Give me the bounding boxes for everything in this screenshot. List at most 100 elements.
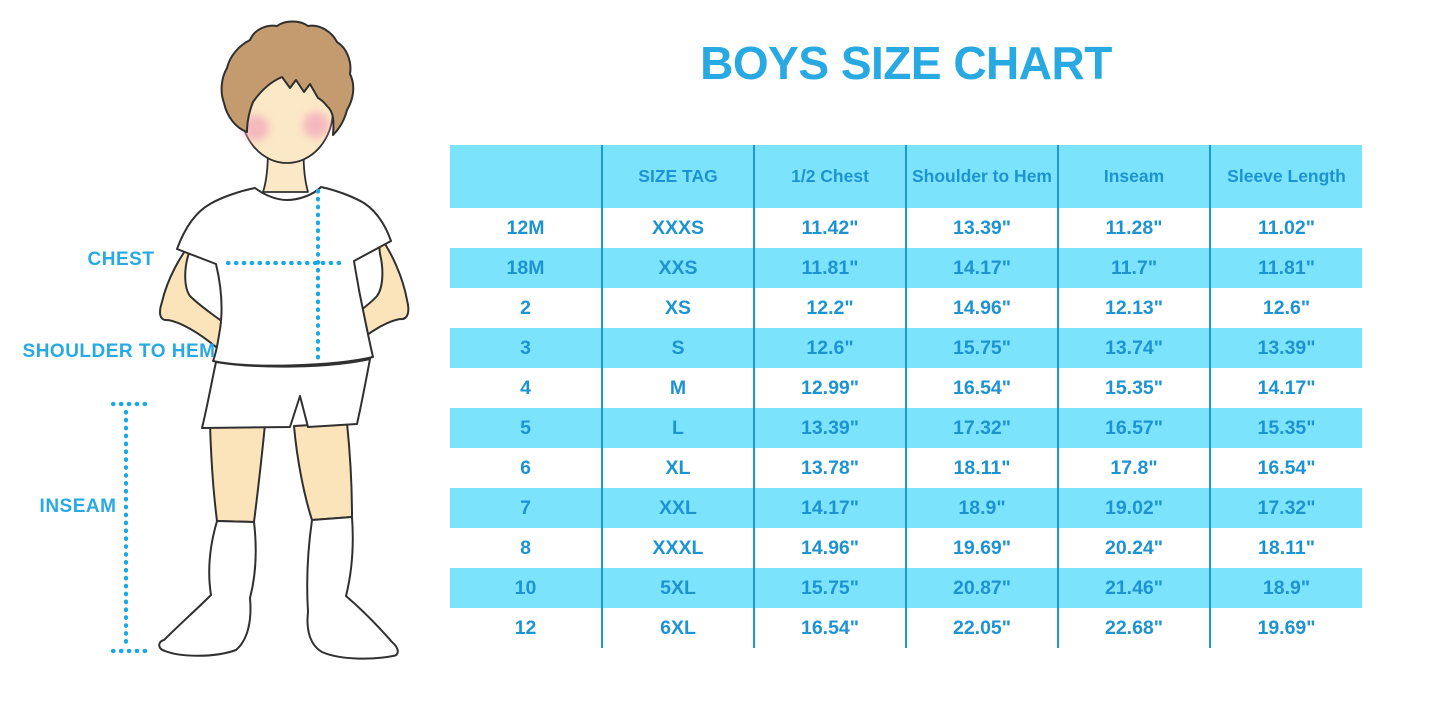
size-table-body: 12M XXXS 11.42" 13.39" 11.28" 11.02" 18M XXS 11.… [450, 208, 1362, 648]
table-cell: XL [602, 448, 755, 488]
table-cell: 21.46" [1058, 568, 1211, 608]
table-cell: XXL [602, 488, 755, 528]
table-row: 12 6XL 16.54" 22.05" 22.68" 19.69" [450, 608, 1362, 648]
table-cell: L [602, 408, 755, 448]
table-cell: 12.2" [754, 288, 907, 328]
table-cell: 8 [450, 528, 603, 568]
size-table-header: SIZE TAG 1/2 Chest Shoulder to Hem Inseam Sl… [450, 145, 1362, 208]
boy-figure-illustration: CHEST SHOULDER TO HEM INSEAM [0, 0, 450, 723]
table-cell: 12.6" [1262, 296, 1311, 319]
table-cell: 20.24" [1058, 528, 1211, 568]
table-cell: 16.54" [906, 368, 1059, 408]
table-cell: 14.96" [754, 528, 907, 568]
col-header-size-tag: SIZE TAG [602, 145, 755, 208]
table-cell: 14.17" [754, 488, 907, 528]
left-leg-shape [209, 423, 266, 523]
right-cheek-blush [303, 112, 329, 138]
left-sock-shape [158, 520, 257, 657]
table-cell: 18.9" [906, 488, 1059, 528]
table-cell: 17.32" [906, 408, 1059, 448]
table-cell: 12.6" [754, 328, 907, 368]
table-cell: 15.35" [1257, 416, 1316, 439]
table-cell: 5XL [602, 568, 755, 608]
table-row: 7 XXL 14.17" 18.9" 19.02" 17.32" [450, 488, 1362, 528]
table-cell: XS [602, 288, 755, 328]
table-cell: 11.81" [1258, 256, 1315, 279]
table-cell: 19.02" [1058, 488, 1211, 528]
table-cell: XXXS [602, 208, 755, 248]
table-cell: 12M [450, 208, 603, 248]
table-row: 2 XS 12.2" 14.96" 12.13" 12.6" [450, 288, 1362, 328]
col-header-shoulder-to-hem: Shoulder to Hem [906, 145, 1059, 208]
table-cell: 11.81" [754, 248, 907, 288]
table-cell: XXXL [602, 528, 755, 568]
table-cell: 6XL [602, 608, 755, 648]
table-cell: 18M [450, 248, 603, 288]
table-cell: 14.96" [906, 288, 1059, 328]
chest-label: CHEST [87, 249, 155, 270]
table-cell: S [602, 328, 755, 368]
table-row: 12M XXXS 11.42" 13.39" 11.28" 11.02" [450, 208, 1362, 248]
table-cell: XXS [602, 248, 755, 288]
right-sock-shape [306, 516, 399, 660]
table-cell: 6 [450, 448, 603, 488]
col-header-sleeve-length: Sleeve Length [1210, 145, 1362, 208]
table-cell: 19.69" [906, 528, 1059, 568]
table-cell: 13.39" [906, 208, 1059, 248]
table-cell: 20.87" [906, 568, 1059, 608]
table-row: 8 XXXL 14.96" 19.69" 20.24" 18.11" [450, 528, 1362, 568]
table-cell: 11.28" [1058, 208, 1211, 248]
col-header-1-2-chest: 1/2 Chest [754, 145, 907, 208]
tshirt-shape [176, 186, 392, 367]
table-cell: 14.17" [1257, 376, 1316, 399]
table-cell: 11.7" [1058, 248, 1211, 288]
table-cell: 3 [450, 328, 603, 368]
table-cell: 16.54" [754, 608, 907, 648]
page-title: BOYS SIZE CHART [700, 37, 1112, 89]
table-cell: 13.74" [1058, 328, 1211, 368]
table-cell: 13.39" [1257, 336, 1316, 359]
table-row: 18M XXS 11.81" 14.17" 11.7" 11.81" [450, 248, 1362, 288]
hair-shape [220, 20, 355, 136]
table-row: 3 S 12.6" 15.75" 13.74" 13.39" [450, 328, 1362, 368]
table-cell: 17.8" [1058, 448, 1211, 488]
table-cell: 14.17" [906, 248, 1059, 288]
table-cell: 16.57" [1058, 408, 1211, 448]
left-cheek-blush [243, 115, 269, 141]
table-cell: 12 [450, 608, 603, 648]
boy-figure-drawing [110, 20, 410, 660]
table-cell: 22.68" [1058, 608, 1211, 648]
table-cell: 16.54" [1257, 456, 1316, 479]
table-row: 6 XL 13.78" 18.11" 17.8" 16.54" [450, 448, 1362, 488]
table-row: 4 M 12.99" 16.54" 15.35" 14.17" [450, 368, 1362, 408]
shorts-shape [201, 358, 371, 429]
table-cell: 17.32" [1257, 496, 1316, 519]
table-cell: 7 [450, 488, 603, 528]
table-cell: 5 [450, 408, 603, 448]
table-cell: 18.9" [1262, 576, 1311, 599]
right-leg-shape [293, 422, 353, 521]
shoulder-to-hem-label: SHOULDER TO HEM [22, 341, 216, 362]
table-cell: 15.35" [1058, 368, 1211, 408]
table-cell: 12.99" [754, 368, 907, 408]
table-cell: 11.02" [1258, 216, 1315, 239]
table-cell: 10 [450, 568, 603, 608]
table-cell: M [602, 368, 755, 408]
table-cell: 2 [450, 288, 603, 328]
table-cell: 22.05" [906, 608, 1059, 648]
table-cell: 13.78" [754, 448, 907, 488]
table-cell: 18.11" [1258, 536, 1315, 559]
col-header-size [450, 145, 603, 208]
col-header-inseam: Inseam [1058, 145, 1211, 208]
size-chart-table: SIZE TAG 1/2 Chest Shoulder to Hem Inseam Sl… [450, 145, 1362, 648]
table-cell: 11.42" [754, 208, 907, 248]
table-cell: 19.69" [1257, 616, 1316, 639]
table-row: 10 5XL 15.75" 20.87" 21.46" 18.9" [450, 568, 1362, 608]
table-cell: 18.11" [906, 448, 1059, 488]
table-cell: 13.39" [754, 408, 907, 448]
inseam-label: INSEAM [39, 496, 117, 517]
table-row: 5 L 13.39" 17.32" 16.57" 15.35" [450, 408, 1362, 448]
table-cell: 15.75" [906, 328, 1059, 368]
table-cell: 12.13" [1058, 288, 1211, 328]
